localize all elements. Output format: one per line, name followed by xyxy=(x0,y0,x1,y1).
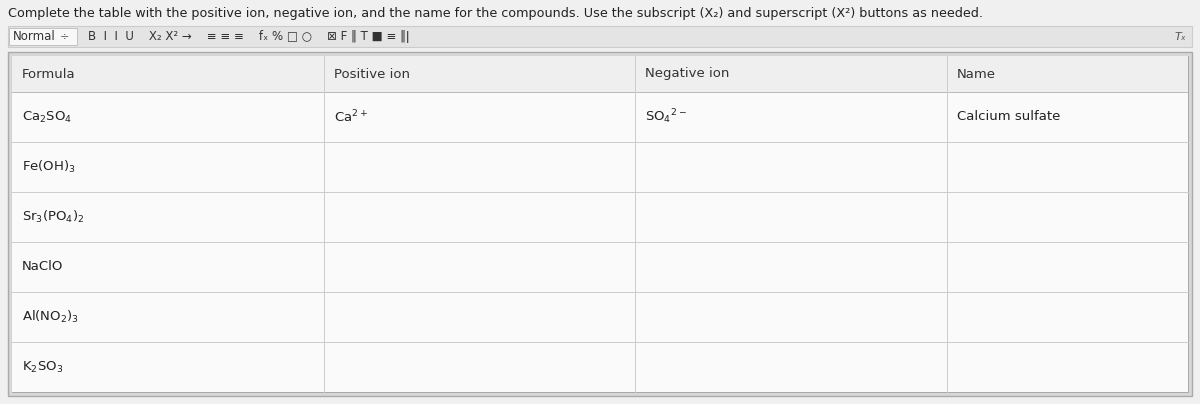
FancyBboxPatch shape xyxy=(8,26,1192,47)
FancyBboxPatch shape xyxy=(12,192,1188,242)
FancyBboxPatch shape xyxy=(10,28,77,45)
Text: K$_2$SO$_3$: K$_2$SO$_3$ xyxy=(22,360,64,375)
FancyBboxPatch shape xyxy=(12,56,1188,92)
Text: Negative ion: Negative ion xyxy=(646,67,730,80)
Text: Name: Name xyxy=(956,67,996,80)
Text: Tₓ: Tₓ xyxy=(1175,32,1186,42)
FancyBboxPatch shape xyxy=(12,142,1188,192)
Text: SO$_4$$^{2-}$: SO$_4$$^{2-}$ xyxy=(646,107,688,126)
Text: Complete the table with the positive ion, negative ion, and the name for the com: Complete the table with the positive ion… xyxy=(8,7,983,20)
FancyBboxPatch shape xyxy=(12,292,1188,342)
Text: Al(NO$_2$)$_3$: Al(NO$_2$)$_3$ xyxy=(22,309,79,325)
Text: Ca$^{2+}$: Ca$^{2+}$ xyxy=(334,109,367,125)
FancyBboxPatch shape xyxy=(12,342,1188,392)
FancyBboxPatch shape xyxy=(12,92,1188,142)
Text: Sr$_3$(PO$_4$)$_2$: Sr$_3$(PO$_4$)$_2$ xyxy=(22,209,84,225)
Text: ÷: ÷ xyxy=(60,32,70,42)
Text: Positive ion: Positive ion xyxy=(334,67,409,80)
Text: Calcium sulfate: Calcium sulfate xyxy=(956,111,1061,124)
FancyBboxPatch shape xyxy=(8,52,1192,396)
FancyBboxPatch shape xyxy=(12,242,1188,292)
Text: NaClO: NaClO xyxy=(22,261,64,274)
Text: Fe(OH)$_3$: Fe(OH)$_3$ xyxy=(22,159,76,175)
Text: Normal: Normal xyxy=(13,30,55,43)
Text: Formula: Formula xyxy=(22,67,76,80)
FancyBboxPatch shape xyxy=(12,56,1188,392)
Text: B  I  I  U    X₂ X² →    ≡ ≡ ≡    fₓ % □ ○    ⊠ F ‖ T ■ ≡ ‖ǀ: B I I U X₂ X² → ≡ ≡ ≡ fₓ % □ ○ ⊠ F ‖ T ■… xyxy=(88,30,409,43)
Text: Ca$_2$SO$_4$: Ca$_2$SO$_4$ xyxy=(22,109,72,124)
